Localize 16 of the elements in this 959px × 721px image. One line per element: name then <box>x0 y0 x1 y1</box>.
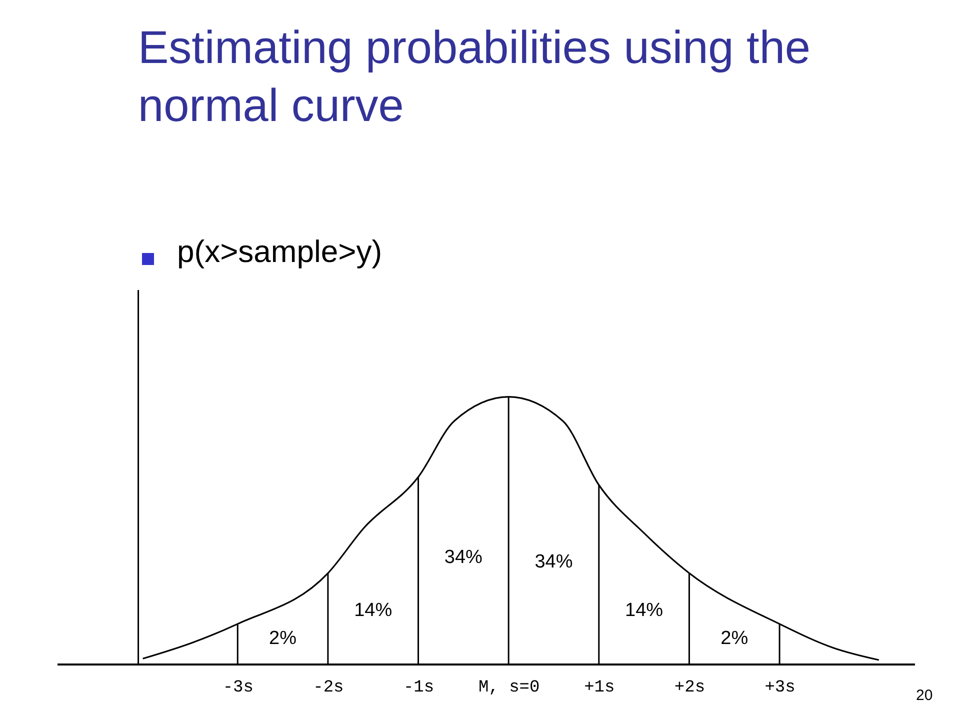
x-tick-label: +2s <box>674 678 706 698</box>
annotation: 2% <box>720 628 748 649</box>
x-tick-label: -1s <box>403 678 434 698</box>
annotation: 34% <box>444 547 483 568</box>
x-tick-label: -3s <box>222 678 254 698</box>
annotation: 34% <box>534 552 573 573</box>
x-tick-label: M, s=0 <box>478 678 540 698</box>
text: 20 <box>916 687 933 704</box>
x-tick-label: -2s <box>313 678 344 698</box>
x-tick-label: +1s <box>584 678 615 698</box>
annotation: 14% <box>625 600 664 622</box>
chart-title: Estimating probabilities using the normal curve <box>138 20 812 133</box>
annotation: 14% <box>354 600 392 622</box>
x-tick-label: +3s <box>764 678 796 698</box>
annotation: 2% <box>269 628 297 649</box>
chart-subtitle: p(x>sample>y) <box>177 234 382 270</box>
